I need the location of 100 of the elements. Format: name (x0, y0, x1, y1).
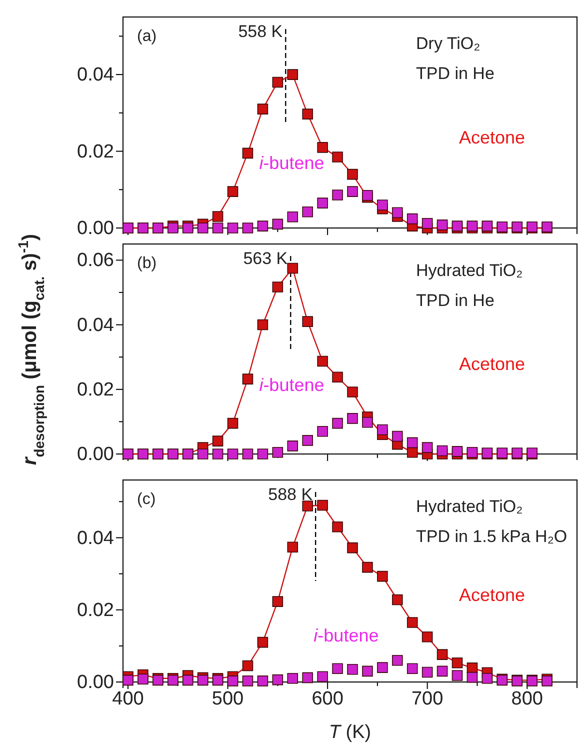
point (466, 672, 478, 683)
point (452, 657, 463, 668)
point (302, 316, 313, 327)
point (347, 664, 358, 675)
point (287, 440, 298, 452)
y-tick-label: 0.02 (77, 141, 114, 162)
series-label: i-butene (314, 626, 379, 646)
point (227, 418, 238, 429)
point (227, 676, 238, 686)
point (347, 386, 358, 398)
point (436, 220, 448, 230)
point (287, 69, 298, 80)
point (302, 206, 313, 218)
point (422, 632, 433, 642)
point (317, 671, 328, 682)
point (482, 672, 493, 684)
point (302, 500, 313, 512)
point (406, 437, 418, 448)
point (138, 674, 148, 685)
point (302, 672, 313, 684)
point (392, 430, 403, 442)
point (377, 662, 388, 673)
y-tick-label: 0.02 (77, 600, 114, 621)
annotation: (c) (137, 491, 156, 508)
point (287, 262, 298, 274)
text: Acetone (458, 354, 526, 374)
annotation: (b) (137, 255, 157, 272)
point (242, 148, 254, 159)
point (332, 190, 343, 200)
annotation: TPD in He (416, 64, 494, 83)
point (377, 200, 388, 210)
point (332, 372, 343, 383)
point (272, 218, 284, 230)
point (392, 207, 403, 218)
point (272, 596, 284, 607)
point (317, 142, 328, 153)
annotation: TPD in He (416, 291, 494, 310)
text: Acetone (458, 585, 526, 606)
point (287, 211, 298, 222)
point (212, 436, 224, 446)
y-tick-label: 0.04 (77, 64, 114, 86)
point (197, 448, 208, 460)
point (436, 445, 448, 456)
point (332, 418, 343, 429)
point (257, 104, 268, 114)
point (272, 282, 284, 292)
point (242, 660, 254, 672)
y-tick-label: 0.04 (77, 314, 114, 336)
annotation: (a) (137, 28, 157, 45)
point (422, 218, 433, 229)
annotation: TPD in 1.5 kPa H₂O (416, 527, 568, 546)
point (257, 676, 268, 686)
point (436, 666, 448, 677)
point (362, 562, 373, 573)
point (242, 222, 254, 234)
point (422, 442, 433, 453)
point (317, 500, 328, 511)
x-tick-label: 400 (112, 688, 144, 710)
point (182, 674, 194, 686)
point (436, 649, 448, 660)
ref-line-label: 563 K (243, 249, 288, 268)
point (332, 521, 343, 532)
point (332, 663, 343, 674)
point (347, 542, 358, 554)
x-tick-label: 600 (312, 688, 344, 710)
point (257, 220, 268, 232)
y-tick-label: 0.06 (77, 250, 114, 272)
series-label: i-butene (259, 152, 324, 173)
point (452, 670, 463, 681)
point (406, 446, 418, 458)
point (317, 356, 328, 367)
point (347, 186, 358, 197)
series-label: i-butene (259, 375, 324, 395)
point (302, 108, 313, 120)
point (272, 446, 284, 458)
point (197, 674, 208, 686)
point (452, 446, 463, 457)
point (377, 570, 388, 582)
x-tick-label: 500 (212, 688, 244, 710)
point (242, 676, 254, 686)
point (287, 672, 298, 684)
point (377, 424, 388, 436)
ref-line-label: 558 K (238, 22, 284, 41)
point (227, 448, 238, 460)
x-tick-label: 800 (511, 688, 543, 710)
point (227, 222, 238, 234)
annotation: Hydrated TiO₂ (416, 261, 523, 280)
annotation: Dry TiO₂ (416, 34, 480, 53)
point (122, 674, 134, 686)
point (392, 594, 403, 606)
point (212, 448, 224, 460)
point (406, 213, 418, 224)
point (332, 152, 343, 162)
point (257, 319, 268, 330)
y-tick-label: 0.02 (77, 379, 114, 400)
point (362, 416, 373, 428)
point (347, 168, 358, 180)
y-tick-label: 0.00 (77, 672, 114, 694)
point (242, 374, 254, 384)
point (406, 617, 418, 628)
